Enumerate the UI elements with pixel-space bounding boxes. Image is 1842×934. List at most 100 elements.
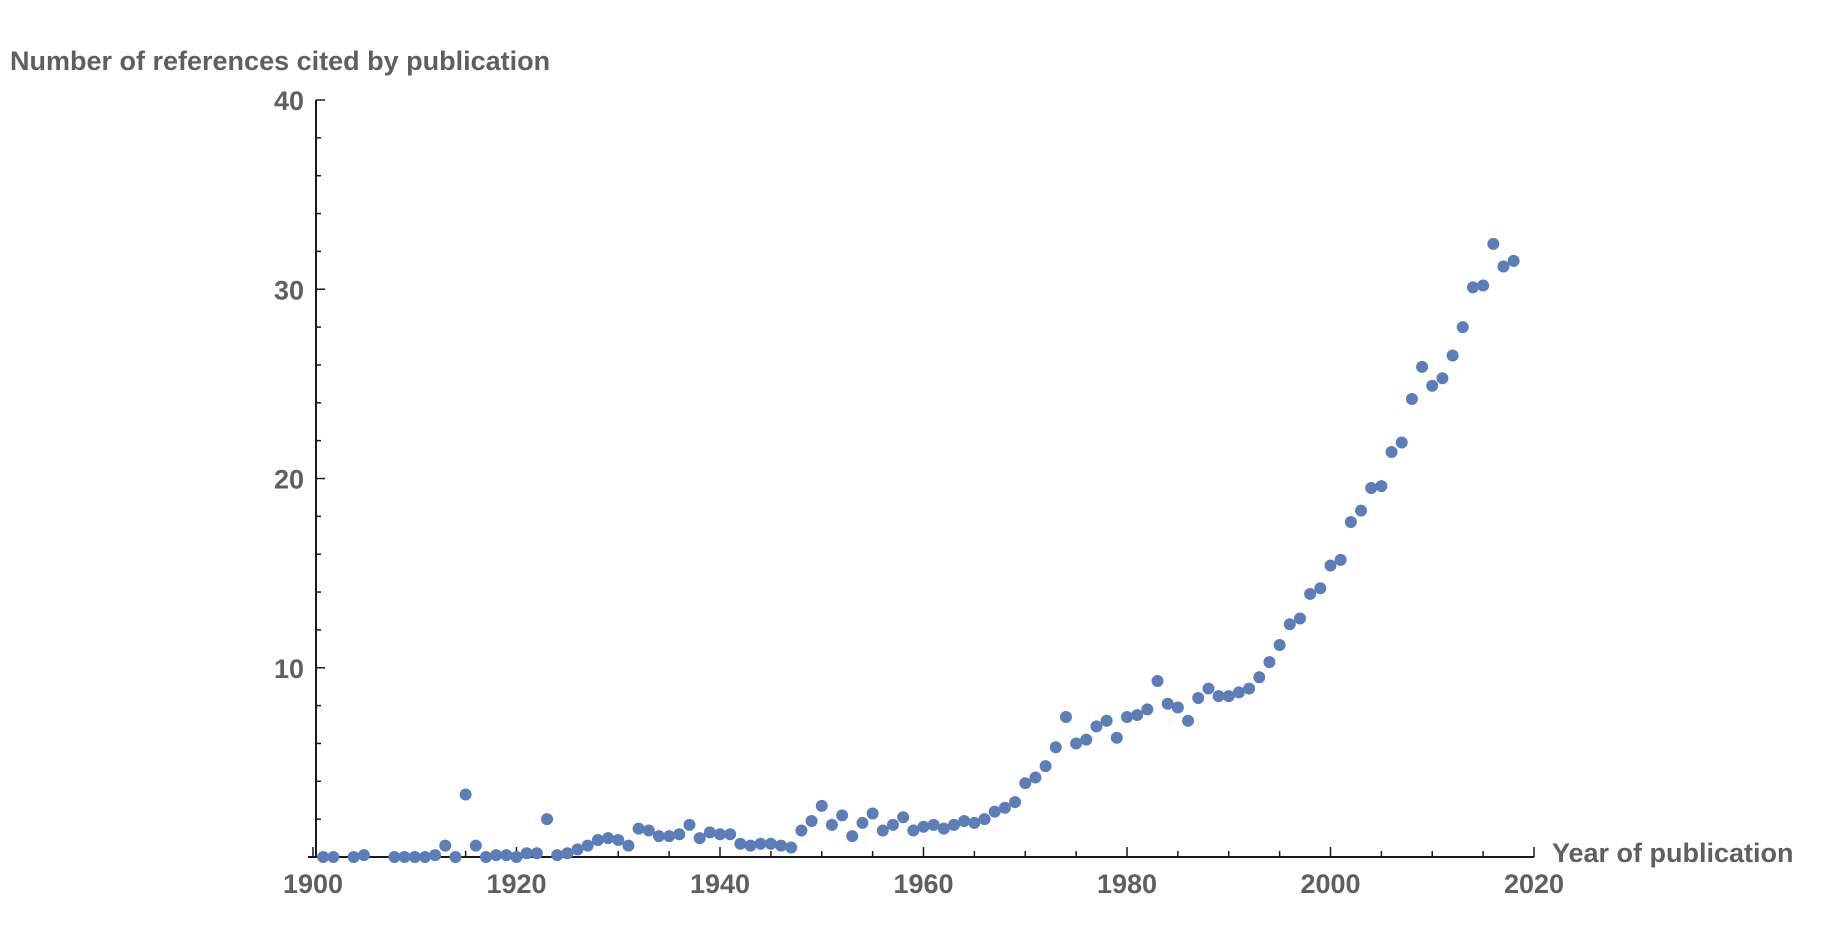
data-point	[1049, 741, 1062, 754]
x-tick-label: 1940	[690, 869, 750, 899]
data-point	[968, 816, 981, 829]
data-point	[429, 849, 442, 862]
y-tick-label: 30	[274, 275, 304, 305]
data-point	[795, 824, 808, 837]
data-point	[1232, 686, 1245, 699]
data-point	[907, 824, 920, 837]
data-point	[408, 851, 421, 863]
data-point	[602, 832, 615, 845]
data-point	[1110, 731, 1123, 744]
data-point	[1385, 446, 1398, 459]
data-point	[591, 833, 604, 846]
data-point	[510, 851, 523, 863]
x-tick-label: 1900	[283, 869, 343, 899]
data-point	[571, 843, 584, 856]
data-point	[317, 851, 330, 863]
data-point	[978, 813, 991, 826]
data-point	[652, 830, 665, 843]
data-point	[469, 839, 482, 852]
data-point	[1375, 480, 1388, 493]
data-point	[1212, 690, 1225, 703]
y-tick-label: 10	[274, 654, 304, 684]
data-point	[541, 813, 554, 826]
data-point	[1059, 710, 1072, 723]
data-point	[1171, 701, 1184, 714]
data-point	[825, 818, 838, 831]
data-point	[1202, 682, 1215, 695]
data-point	[988, 805, 1001, 818]
y-tick-label: 20	[274, 465, 304, 495]
y-tick-label: 40	[274, 86, 304, 116]
data-point	[836, 809, 849, 822]
data-point	[612, 833, 625, 846]
data-point	[754, 837, 767, 850]
data-point	[1466, 281, 1479, 294]
data-point	[1487, 237, 1500, 250]
data-point	[418, 851, 431, 863]
data-point	[927, 818, 940, 831]
data-point	[1365, 481, 1378, 494]
data-point	[459, 788, 472, 801]
data-point	[948, 818, 961, 831]
data-point	[500, 849, 513, 862]
data-point	[775, 839, 788, 852]
data-point	[805, 815, 818, 828]
data-point	[1182, 714, 1195, 727]
data-point	[1070, 737, 1083, 750]
data-point	[439, 839, 452, 852]
data-point	[886, 818, 899, 831]
data-point	[1141, 703, 1154, 716]
data-point	[1243, 682, 1256, 695]
data-point	[1497, 260, 1510, 273]
data-point	[1029, 771, 1042, 784]
data-point	[958, 815, 971, 828]
data-point	[998, 801, 1011, 814]
data-point	[449, 851, 462, 863]
data-point	[846, 830, 859, 843]
data-point	[1009, 796, 1022, 809]
data-point	[937, 822, 950, 835]
data-point	[1253, 671, 1266, 684]
data-point	[866, 807, 879, 820]
data-point	[622, 839, 635, 852]
data-points	[317, 237, 1520, 863]
data-point	[388, 851, 401, 863]
x-tick-label: 1960	[893, 869, 953, 899]
data-point	[347, 851, 360, 863]
data-point	[551, 849, 564, 862]
x-tick-label: 2000	[1300, 869, 1360, 899]
data-point	[1161, 697, 1174, 710]
data-point	[1334, 553, 1347, 566]
data-point	[1100, 714, 1113, 727]
data-point	[1263, 656, 1276, 669]
data-point	[1426, 379, 1439, 392]
data-point	[1273, 639, 1286, 652]
x-axis-label: Year of publication	[1552, 838, 1794, 868]
data-point	[479, 851, 492, 863]
data-point	[856, 816, 869, 829]
data-point	[530, 847, 543, 860]
data-point	[785, 841, 798, 854]
data-point	[561, 847, 574, 860]
data-point	[897, 811, 910, 824]
data-point	[1192, 692, 1205, 705]
x-tick-label: 1920	[486, 869, 546, 899]
data-point	[1456, 321, 1469, 334]
data-point	[1039, 760, 1052, 773]
data-point	[632, 822, 645, 835]
data-point	[876, 824, 889, 837]
data-point	[1090, 720, 1103, 733]
data-point	[1344, 516, 1357, 529]
data-point	[1395, 436, 1408, 449]
data-point	[1131, 709, 1144, 722]
y-axis-label: Number of references cited by publicatio…	[10, 46, 550, 76]
data-point	[764, 837, 777, 850]
data-point	[744, 839, 757, 852]
data-point	[673, 828, 686, 841]
x-tick-label: 2020	[1504, 869, 1564, 899]
data-point	[1283, 618, 1296, 631]
data-point	[1446, 349, 1459, 362]
data-point	[1416, 360, 1429, 373]
data-point	[1477, 279, 1490, 292]
